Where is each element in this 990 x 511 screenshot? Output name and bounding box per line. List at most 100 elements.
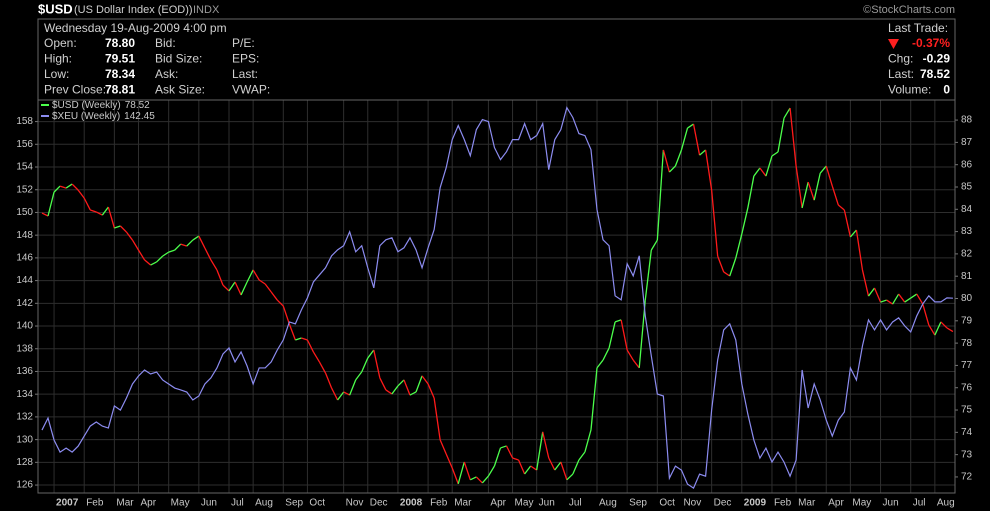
x-tick-label: Nov: [346, 498, 364, 509]
line-segment: [910, 293, 918, 299]
x-tick-label: Jun: [539, 498, 555, 509]
line-segment: [415, 375, 423, 393]
line-segment: [548, 457, 556, 471]
line-segment: [765, 155, 773, 177]
line-segment: [288, 323, 296, 341]
line-segment: [355, 371, 363, 381]
x-tick-label: Oct: [309, 498, 325, 509]
line-segment: [198, 235, 206, 249]
quote-label: Low:: [44, 67, 69, 81]
y2-tick-label: 72: [961, 472, 973, 483]
y2-tick-label: 78: [961, 338, 973, 349]
last-trade-row-label: Volume:: [888, 83, 931, 97]
line-segment: [741, 207, 749, 235]
y-tick-label: 150: [16, 207, 33, 218]
line-segment: [554, 461, 562, 471]
line-segment: [886, 299, 893, 305]
line-segment: [500, 445, 507, 449]
line-segment: [264, 283, 272, 293]
line-segment: [747, 175, 755, 209]
line-segment: [723, 271, 731, 277]
line-segment: [687, 123, 694, 129]
x-tick-label: Feb: [86, 498, 104, 509]
symbol: $USD: [38, 1, 73, 16]
x-tick-label: Mar: [454, 498, 472, 509]
y2-tick-label: 77: [961, 360, 973, 371]
line-segment: [463, 461, 471, 481]
y-tick-label: 156: [16, 139, 33, 150]
quote-label: Open:: [44, 36, 77, 50]
x-tick-label: Aug: [937, 498, 955, 509]
line-segment: [379, 377, 387, 391]
line-segment: [475, 476, 483, 484]
line-segment: [632, 359, 640, 369]
line-segment: [373, 349, 381, 379]
line-segment: [210, 259, 218, 271]
line-segment: [704, 149, 713, 191]
line-segment: [204, 247, 212, 261]
y2-tick-label: 87: [961, 137, 973, 148]
legend-entry: $USD (Weekly) 78.52: [52, 100, 150, 111]
line-segment: [662, 149, 671, 173]
last-trade-row-value: -0.29: [923, 52, 951, 66]
y-tick-label: 154: [16, 162, 33, 173]
y2-tick-label: 73: [961, 449, 973, 460]
line-segment: [524, 465, 532, 475]
line-segment: [674, 149, 683, 167]
line-segment: [470, 476, 477, 481]
line-segment: [596, 359, 604, 369]
line-segment: [898, 293, 906, 303]
quote-label: Ask:: [155, 67, 178, 81]
x-tick-label: Apr: [490, 498, 506, 509]
line-segment: [536, 431, 544, 471]
line-segment: [433, 397, 441, 441]
line-segment: [517, 459, 526, 475]
line-segment: [101, 206, 109, 216]
line-segment: [735, 233, 743, 259]
plot-frame: [37, 99, 956, 494]
x-tick-label: Jun: [201, 498, 217, 509]
line-segment: [922, 303, 930, 326]
y-tick-label: 146: [16, 253, 33, 264]
x-tick-label: May: [852, 498, 871, 509]
y2-tick-label: 88: [961, 115, 973, 126]
quote-label: Bid:: [155, 36, 176, 50]
line-segment: [47, 191, 55, 217]
line-segment: [276, 299, 284, 307]
line-segment: [656, 149, 665, 241]
line-segment: [783, 107, 791, 119]
quote-label: Last:: [232, 67, 258, 81]
x-tick-label: May: [171, 498, 190, 509]
line-segment: [282, 305, 290, 325]
x-tick-label: Aug: [255, 498, 273, 509]
line-segment: [451, 467, 459, 485]
line-segment: [144, 259, 151, 266]
x-tick-label: Mar: [798, 498, 816, 509]
quote-datetime: Wednesday 19-Aug-2009 4:00 pm: [44, 21, 227, 35]
line-segment: [880, 299, 887, 303]
line-segment: [77, 189, 85, 199]
quote-label: EPS:: [232, 52, 259, 66]
line-segment: [186, 239, 194, 247]
x-tick-label: Jul: [913, 498, 926, 509]
quote-label: VWAP:: [232, 83, 270, 97]
line-segment: [813, 173, 821, 201]
quote-box: [37, 18, 956, 101]
x-tick-label: Apr: [141, 498, 157, 509]
line: [41, 106, 953, 490]
line-segment: [626, 349, 634, 361]
line-segment: [795, 165, 803, 209]
x-tick-label: Aug: [599, 498, 617, 509]
line-segment: [119, 225, 127, 233]
x-tick-label: Feb: [774, 498, 792, 509]
line-segment: [234, 281, 242, 296]
quote-value: 78.80: [105, 36, 135, 50]
line-segment: [807, 181, 815, 201]
line-segment: [324, 372, 333, 389]
last-trade-row-label: Chg:: [888, 52, 913, 66]
line-segment: [946, 327, 954, 333]
change-pct: -0.37%: [912, 36, 950, 50]
line-segment: [481, 475, 489, 484]
line-segment: [542, 431, 550, 459]
